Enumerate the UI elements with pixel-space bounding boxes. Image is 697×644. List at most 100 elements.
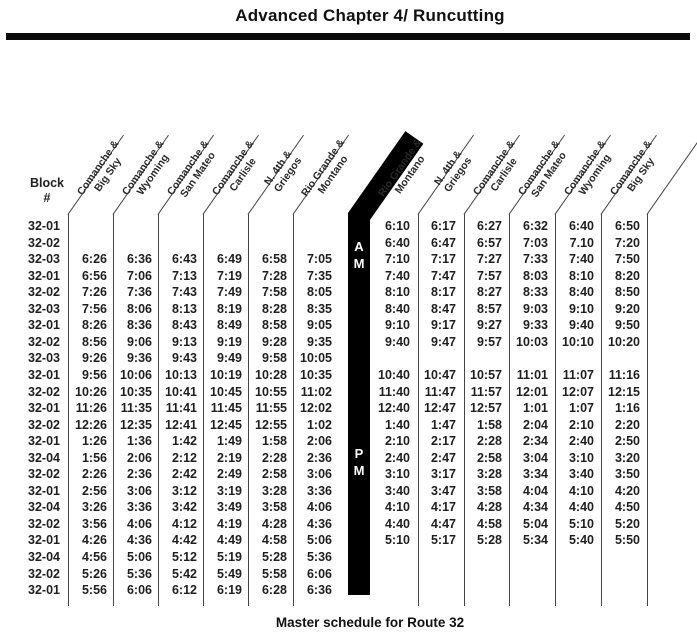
time-cell: 5:36 (306, 550, 332, 564)
time-cell: 6:56 (81, 268, 107, 283)
time-cell: 2:20 (614, 417, 640, 432)
time-cell: 2:26 (81, 467, 107, 482)
time-cell: 6:47 (430, 235, 456, 250)
time-cell: 1:01 (522, 401, 548, 416)
time-cell: 9:13 (171, 334, 197, 349)
time-cell: 2:06 (306, 434, 332, 449)
time-cell: 2:28 (261, 450, 287, 465)
time-cell: 5:04 (522, 516, 548, 531)
schedule-row: 32-02 2:26 2:36 2:42 2:49 2:58 3:06 3:10 3:17 3:2… (0, 467, 697, 482)
time-cell: 4:50 (614, 500, 640, 515)
schedule-row: 32-01 2:56 3:06 3:12 3:19 3:28 3:36 3:40 3:47 3:5… (0, 484, 697, 499)
time-cell: 9:03 (522, 301, 548, 316)
time-cell: 6:57 (476, 235, 502, 250)
time-cell: 1:07 (568, 401, 594, 416)
time-cell: 2:40 (568, 434, 594, 449)
time-cell: 5:10 (384, 533, 410, 548)
time-cell: 10:06 (120, 367, 152, 382)
time-cell: 4:49 (216, 533, 242, 548)
time-cell: 7.10 (569, 235, 594, 250)
time-cell: 10:40 (378, 367, 410, 382)
time-cell: 8:17 (430, 285, 456, 300)
time-cell: 4:40 (384, 516, 410, 531)
time-cell: 7:26 (81, 285, 107, 300)
time-cell: 6:19 (216, 583, 242, 598)
block-cell: 32-01 (28, 318, 60, 333)
time-cell: 7:40 (384, 268, 410, 283)
time-cell: 10:20 (608, 334, 640, 349)
column-separator-line (248, 214, 250, 606)
time-cell: 11:40 (378, 384, 410, 399)
time-cell: 7:27 (476, 252, 502, 267)
time-cell: 5:40 (568, 533, 594, 548)
time-cell: 10:13 (165, 367, 197, 382)
time-cell: 2:50 (614, 434, 640, 449)
time-cell: 8:50 (614, 285, 640, 300)
time-cell: 9:50 (614, 318, 640, 333)
time-cell: 9:36 (126, 351, 152, 366)
time-cell: 6:06 (306, 566, 332, 581)
time-cell: 6:40 (384, 235, 410, 250)
block-cell: 32-02 (28, 467, 60, 482)
schedule-row: 32-04 3:26 3:36 3:42 3:49 3:58 4:06 4:10 4:17 4:2… (0, 500, 697, 515)
time-cell: 11:55 (255, 401, 287, 416)
time-cell: 5:58 (261, 566, 287, 581)
time-cell: 1:49 (216, 434, 242, 449)
time-cell: 8:27 (476, 285, 502, 300)
pm-letter-m: M (353, 463, 365, 478)
time-cell: 10:35 (120, 384, 152, 399)
time-cell: 8:10 (568, 268, 594, 283)
time-cell: 10:47 (424, 367, 456, 382)
time-cell: 7:06 (126, 268, 152, 283)
block-cell: 32-02 (28, 417, 60, 432)
schedule-row: 32-01 6:56 7:06 7:13 7:19 7:28 7:35 7:40 7:47 7:5… (0, 269, 697, 284)
time-cell: 7:03 (522, 235, 548, 250)
block-cell: 32-01 (28, 434, 60, 449)
time-cell: 2:42 (171, 467, 197, 482)
time-cell: 1:16 (614, 401, 640, 416)
time-cell: 7:58 (261, 285, 287, 300)
time-cell: 5:28 (261, 550, 287, 564)
block-cell: 32-01 (28, 401, 60, 416)
time-cell: 3:20 (614, 450, 640, 465)
time-cell: 1:36 (126, 434, 152, 449)
time-cell: 4:28 (261, 516, 287, 531)
time-cell: 12:35 (120, 417, 152, 432)
column-separator-line (509, 214, 511, 606)
time-cell: 7:20 (614, 235, 640, 250)
block-cell: 32-01 (28, 219, 60, 233)
time-cell: 2:04 (522, 417, 548, 432)
block-header-line2: # (43, 191, 51, 205)
time-cell: 7:40 (568, 252, 594, 267)
time-cell: 10:19 (210, 367, 242, 382)
time-cell: 10:10 (562, 334, 594, 349)
time-cell: 5:06 (126, 550, 152, 564)
schedule-row: 32-01 6:10 6:17 6:27 6:32 6:40 6:50 (0, 219, 697, 234)
schedule-row: 32-02 7:26 7:36 7:43 7:49 7:58 8:05 8:10 8:17 8:2… (0, 285, 697, 300)
time-cell: 4:12 (171, 516, 197, 531)
time-cell: 8:43 (171, 318, 197, 333)
time-cell: 10:05 (300, 351, 332, 366)
time-cell: 2:40 (384, 450, 410, 465)
time-cell: 4:26 (81, 533, 107, 548)
pm-letter-p: P (354, 446, 364, 461)
schedule-row: 32-02 8:56 9:06 9:13 9:19 9:28 9:35 9:40 9:47 9:5… (0, 335, 697, 350)
time-cell: 2:17 (430, 434, 456, 449)
ampm-bar (348, 213, 370, 595)
time-cell: 4:10 (384, 500, 410, 515)
schedule-row: 32-02 12:26 12:35 12:41 12:45 12:55 1:02 1:40 1:… (0, 418, 697, 433)
time-cell: 3:40 (384, 483, 410, 498)
footer-caption: Master schedule for Route 32 (275, 615, 465, 630)
time-cell: 3:06 (306, 467, 332, 482)
time-cell: 7:49 (216, 285, 242, 300)
time-cell: 6:36 (126, 252, 152, 267)
column-separator-line (647, 214, 649, 606)
time-cell: 5:10 (568, 516, 594, 531)
time-cell: 5:49 (216, 566, 242, 581)
time-cell: 11:16 (608, 367, 640, 382)
time-cell: 8:47 (430, 301, 456, 316)
time-cell: 3:06 (126, 483, 152, 498)
time-cell: 9:33 (522, 318, 548, 333)
time-cell: 8:05 (306, 285, 332, 300)
time-cell: 10:26 (75, 384, 107, 399)
